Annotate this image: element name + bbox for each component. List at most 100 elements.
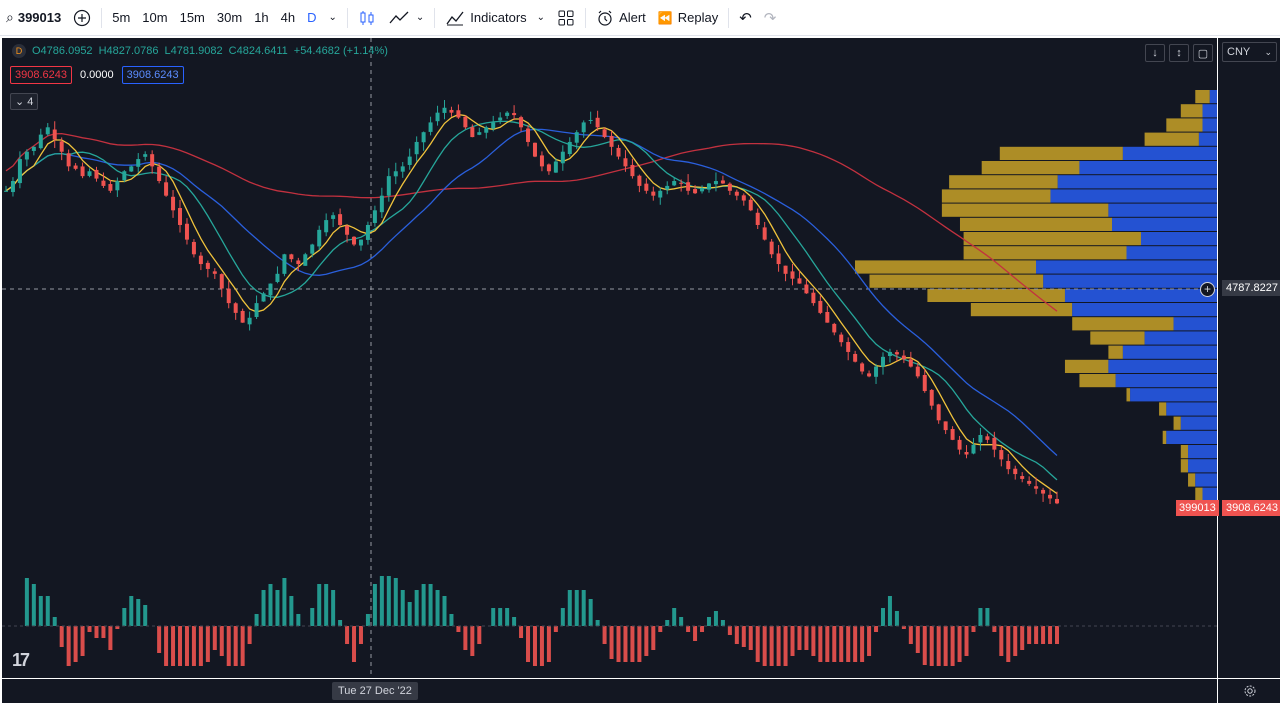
collapse-indicators-button[interactable]: ⌄ 4 <box>10 93 39 110</box>
arrow-down-icon: ↓ <box>1152 47 1158 59</box>
currency-selector[interactable]: CNY ⌄ <box>1222 42 1277 62</box>
indicator-value-blue[interactable]: 3908.6243 <box>121 66 184 84</box>
oscillator-bar <box>950 626 955 666</box>
volume-profile-bar <box>1079 374 1116 388</box>
oscillator-bar <box>198 626 203 666</box>
volume-profile-bar <box>1090 331 1145 345</box>
candle-body <box>505 112 510 116</box>
interval-d[interactable]: D <box>307 10 317 25</box>
candle-body <box>400 166 405 172</box>
candle-body <box>345 225 350 235</box>
oscillator-bar <box>679 617 684 626</box>
oscillator-bar <box>108 626 113 650</box>
candle-body <box>477 132 482 135</box>
oscillator-bar <box>574 590 579 626</box>
candle-body <box>832 323 837 333</box>
oscillator-bar <box>755 626 760 662</box>
compare-symbol-button[interactable] <box>67 0 97 36</box>
oscillator-bar <box>560 608 565 626</box>
tradingview-logo[interactable]: 17 <box>12 650 30 670</box>
interval-15m[interactable]: 15m <box>179 10 205 25</box>
replay-button[interactable]: ⏪ Replay <box>652 0 724 36</box>
oscillator-bar <box>233 626 238 666</box>
candle-body <box>45 127 50 135</box>
candle-body <box>1027 480 1032 484</box>
oscillator-bar <box>818 626 823 662</box>
undo-button[interactable]: ↶ <box>733 0 758 36</box>
candle-body <box>484 127 489 133</box>
time-axis[interactable]: Tue 27 Dec '22 <box>2 678 1217 703</box>
chart-settings-corner[interactable] <box>1217 678 1280 703</box>
grid-icon <box>558 10 574 25</box>
symbol-search[interactable]: ⌕ 399013 <box>0 0 67 36</box>
oscillator-bar <box>205 626 210 662</box>
chart-container: D O4786.0952 H4827.0786 L4781.9082 C4824… <box>2 38 1280 703</box>
line-chart-icon <box>389 11 409 23</box>
oscillator-bar <box>783 626 788 666</box>
ohlc-legend: D O4786.0952 H4827.0786 L4781.9082 C4824… <box>12 44 388 58</box>
oscillator-bar <box>310 608 315 626</box>
candle-body <box>191 241 196 255</box>
oscillator-bar <box>379 576 384 626</box>
candle-body <box>289 254 294 260</box>
candle-body <box>212 271 217 274</box>
indicators-button[interactable]: Indicators ⌄ <box>439 0 551 36</box>
last-price-tag: 3908.6243 <box>1222 500 1280 516</box>
volume-profile-bar <box>1173 317 1217 331</box>
candle-body <box>198 255 203 265</box>
oscillator-bar <box>762 626 767 666</box>
candle-body <box>720 180 725 184</box>
volume-profile-bar <box>1188 445 1217 459</box>
volume-profile-bar <box>1198 132 1217 146</box>
oscillator-bar <box>365 614 370 626</box>
price-axis[interactable]: CNY ⌄ 4787.8227 3908.6243 <box>1217 38 1280 678</box>
interval-1h[interactable]: 1h <box>254 10 269 25</box>
symbol-label: 399013 <box>17 10 62 25</box>
add-alert-plus-button[interactable]: + <box>1200 282 1215 297</box>
candle-body <box>790 271 795 279</box>
collapse-pane-button[interactable]: ↕ <box>1169 44 1189 62</box>
volume-profile-bar <box>963 246 1127 260</box>
oscillator-bar <box>713 611 718 626</box>
candle-body <box>971 444 976 454</box>
move-pane-down-button[interactable]: ↓ <box>1145 44 1165 62</box>
maximize-pane-button[interactable]: ▢ <box>1193 44 1213 62</box>
candle-body <box>867 373 872 377</box>
candle-body <box>449 109 454 113</box>
interval-30m[interactable]: 30m <box>216 10 243 25</box>
oscillator-bar <box>184 626 189 666</box>
chevron-down-icon: ⌄ <box>15 96 25 108</box>
candle-body <box>825 311 830 323</box>
interval-10m[interactable]: 10m <box>142 10 168 25</box>
main-chart-pane[interactable]: D O4786.0952 H4827.0786 L4781.9082 C4824… <box>2 38 1217 678</box>
price-chart[interactable] <box>2 38 1217 678</box>
candle-body <box>978 434 983 443</box>
candle-body <box>769 241 774 255</box>
line-tool-button[interactable]: ⌄ <box>382 0 430 36</box>
oscillator-bar <box>414 590 419 626</box>
indicator-value-red[interactable]: 3908.6243 <box>10 66 72 84</box>
legend-low: L4781.9082 <box>164 45 223 57</box>
oscillator-bar <box>352 626 357 662</box>
layouts-button[interactable] <box>551 0 581 36</box>
candle-body <box>59 141 64 152</box>
redo-button[interactable]: ↷ <box>758 0 783 36</box>
oscillator-bar <box>324 584 329 626</box>
alert-button[interactable]: Alert <box>590 0 652 36</box>
oscillator-bar <box>178 626 183 666</box>
chart-type-button[interactable] <box>352 0 382 36</box>
candle-body <box>1034 486 1039 489</box>
volume-profile-bar <box>1064 359 1109 373</box>
oscillator-bar <box>971 626 976 632</box>
interval-4h[interactable]: 4h <box>280 10 296 25</box>
candle-body <box>672 181 677 186</box>
oscillator-bar <box>665 620 670 626</box>
interval-dropdown[interactable]: ⌄ <box>323 0 343 36</box>
candle-body <box>658 190 663 198</box>
oscillator-bar <box>247 626 252 644</box>
interval-5m[interactable]: 5m <box>112 10 131 25</box>
volume-profile-bar <box>1072 303 1217 317</box>
candle-body <box>637 175 642 186</box>
volume-profile-bar <box>1079 161 1217 175</box>
volume-profile-bar <box>1130 388 1217 402</box>
